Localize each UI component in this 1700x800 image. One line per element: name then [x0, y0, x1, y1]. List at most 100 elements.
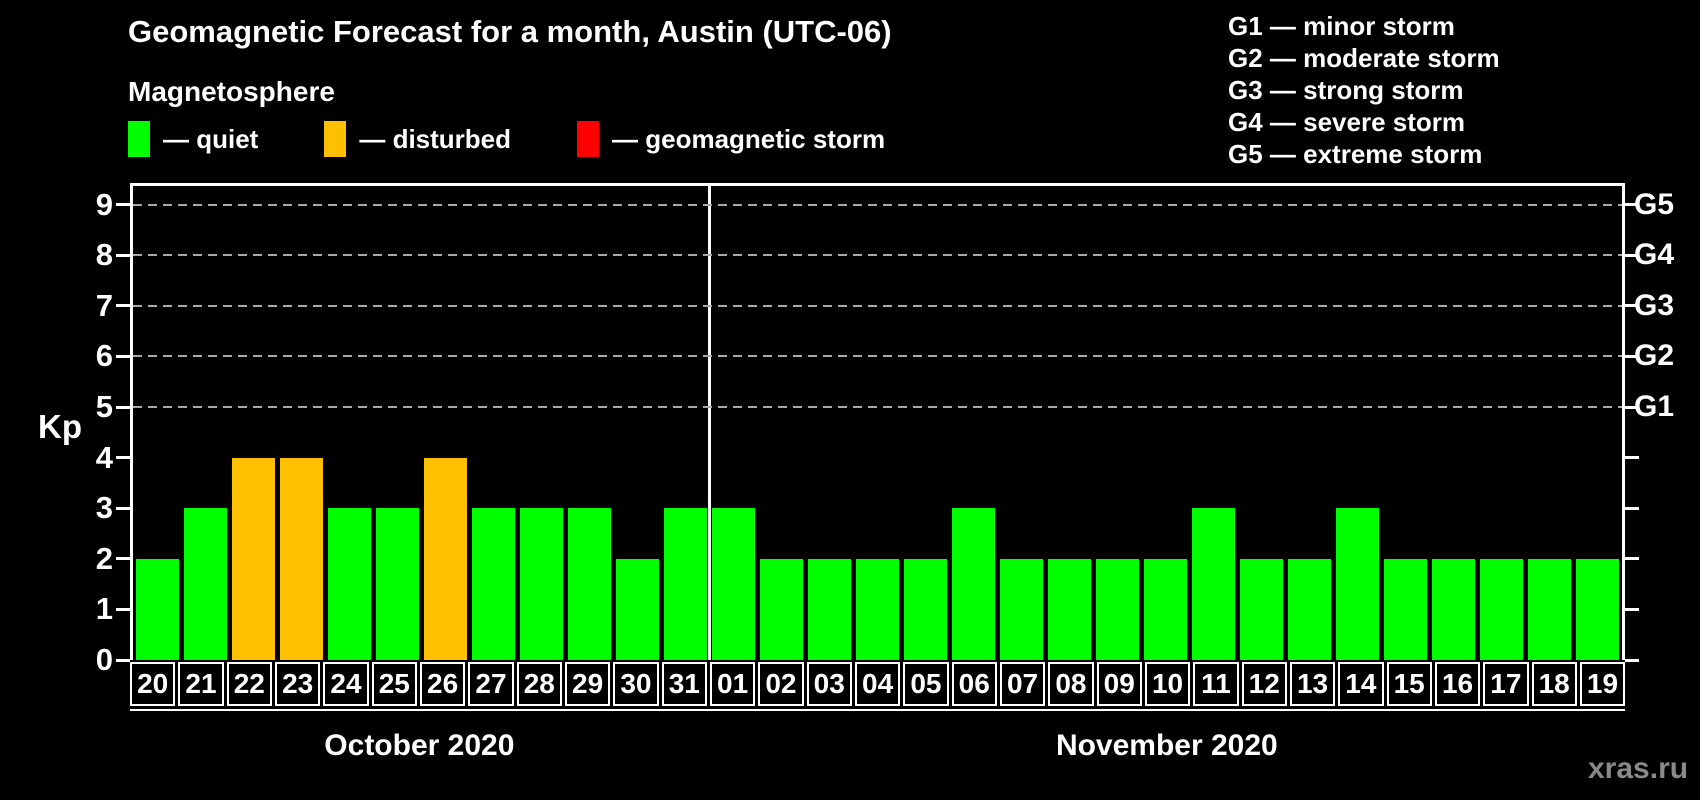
- page-title: Geomagnetic Forecast for a month, Austin…: [128, 14, 892, 49]
- legend-label-disturbed: — disturbed: [359, 123, 512, 154]
- date-cell-15: 15: [1386, 662, 1432, 706]
- right-axis-label-g3: G3: [1634, 288, 1675, 322]
- magnetosphere-legend: — quiet — disturbed — geomagnetic storm: [128, 116, 885, 162]
- y-tick-label-3: 3: [95, 490, 113, 526]
- bar-slot-26: [421, 186, 469, 660]
- kp-bar-19: [1576, 558, 1620, 660]
- y-tick-right-5: [1625, 405, 1639, 409]
- bar-slot-23: [277, 186, 325, 660]
- kp-bar-20: [135, 558, 179, 660]
- gridline-kp-7: [133, 304, 1622, 307]
- month-label: October 2020: [324, 729, 515, 762]
- y-tick-label-1: 1: [95, 591, 113, 627]
- legend-label-quiet: — quiet: [163, 123, 259, 154]
- bar-slot-10: [1142, 186, 1190, 660]
- magnetosphere-legend-title: Magnetosphere: [128, 76, 335, 107]
- gridline-kp-5: [133, 406, 1622, 408]
- g5-legend-line: G5 — extreme storm: [1228, 139, 1483, 169]
- y-tick-left-2: [116, 557, 130, 561]
- bar-slot-22: [229, 186, 277, 660]
- date-cell-31: 31: [661, 662, 707, 706]
- bar-slot-27: [469, 186, 517, 660]
- y-tick-left-5: [116, 405, 130, 409]
- y-tick-left-0: [116, 658, 130, 662]
- kp-bar-06: [952, 508, 996, 660]
- y-tick-right-9: [1625, 203, 1639, 207]
- bar-slot-07: [998, 186, 1046, 660]
- date-cell-13: 13: [1289, 662, 1336, 706]
- date-cell-03: 03: [806, 662, 852, 706]
- bar-slot-21: [181, 186, 229, 660]
- date-cell-28: 28: [516, 662, 562, 706]
- y-tick-right-0: [1625, 658, 1639, 662]
- bar-slot-16: [1430, 186, 1478, 660]
- g2-legend-line: G2 — moderate storm: [1228, 43, 1500, 73]
- bars: [133, 186, 1622, 660]
- legend-label-storm: — geomagnetic storm: [612, 123, 886, 154]
- y-tick-right-1: [1625, 607, 1639, 611]
- date-cell-21: 21: [178, 662, 224, 706]
- y-tick-left-9: [116, 203, 130, 207]
- kp-bar-07: [1000, 558, 1044, 660]
- watermark: xras.ru: [1588, 752, 1689, 785]
- kp-bar-15: [1384, 558, 1428, 660]
- date-cell-12: 12: [1241, 662, 1287, 706]
- y-tick-label-7: 7: [95, 287, 113, 323]
- kp-bar-12: [1240, 558, 1284, 660]
- g4-legend-line: G4 — severe storm: [1228, 107, 1466, 137]
- date-cell-14: 14: [1338, 662, 1384, 706]
- kp-bar-27: [471, 508, 515, 660]
- bar-slot-04: [853, 186, 901, 660]
- date-cell-10: 10: [1144, 662, 1191, 706]
- kp-bar-21: [183, 508, 227, 660]
- bar-slot-28: [517, 186, 565, 660]
- legend-item-storm: — geomagnetic storm: [577, 121, 885, 157]
- kp-bar-02: [759, 558, 803, 660]
- bar-slot-30: [613, 186, 661, 660]
- bar-slot-17: [1478, 186, 1526, 660]
- date-cell-17: 17: [1483, 662, 1529, 706]
- y-tick-right-7: [1625, 304, 1639, 308]
- y-tick-left-1: [116, 607, 130, 611]
- bar-slot-15: [1382, 186, 1430, 660]
- date-cell-07: 07: [999, 662, 1046, 706]
- bar-slot-24: [325, 186, 373, 660]
- y-tick-right-8: [1625, 253, 1639, 257]
- y-tick-label-9: 9: [95, 186, 113, 222]
- kp-bar-14: [1336, 508, 1380, 660]
- g3-legend-line: G3 — strong storm: [1228, 75, 1464, 105]
- date-cell-30: 30: [613, 662, 659, 706]
- disturbed-color-swatch: [324, 121, 347, 157]
- date-cell-09: 09: [1096, 662, 1142, 706]
- kp-bar-26: [423, 457, 467, 660]
- y-tick-label-8: 8: [95, 237, 113, 273]
- date-cell-29: 29: [564, 662, 611, 706]
- kp-bar-09: [1096, 558, 1140, 660]
- date-cell-08: 08: [1048, 662, 1094, 706]
- kp-bar-18: [1528, 558, 1572, 660]
- y-tick-left-6: [116, 354, 130, 358]
- plot-area: Kp 0 1 2 3 4 5 6 7 8 9 G1 G2 G3 G4 G5: [38, 183, 1674, 677]
- kp-bar-16: [1432, 558, 1476, 660]
- y-tick-label-0: 0: [95, 642, 113, 677]
- y-tick-right-3: [1625, 506, 1639, 510]
- y-tick-left-7: [116, 304, 130, 308]
- month-label: November 2020: [1055, 729, 1278, 762]
- bar-slot-19: [1574, 186, 1622, 660]
- date-cell-06: 06: [951, 662, 997, 706]
- date-cell-23: 23: [274, 662, 321, 706]
- bar-slot-05: [902, 186, 950, 660]
- date-cell-16: 16: [1434, 662, 1481, 706]
- right-axis-label-g1: G1: [1634, 390, 1675, 423]
- kp-bar-08: [1048, 558, 1092, 660]
- date-cell-11: 11: [1193, 662, 1239, 706]
- y-tick-right-2: [1625, 557, 1639, 561]
- date-cell-24: 24: [323, 662, 369, 706]
- date-cell-22: 22: [226, 662, 272, 706]
- kp-bar-05: [904, 558, 948, 660]
- gridline-kp-9: [133, 203, 1622, 206]
- bar-slot-12: [1238, 186, 1286, 660]
- y-tick-left-4: [116, 456, 130, 460]
- kp-bar-29: [567, 508, 611, 660]
- kp-bar-04: [855, 558, 899, 660]
